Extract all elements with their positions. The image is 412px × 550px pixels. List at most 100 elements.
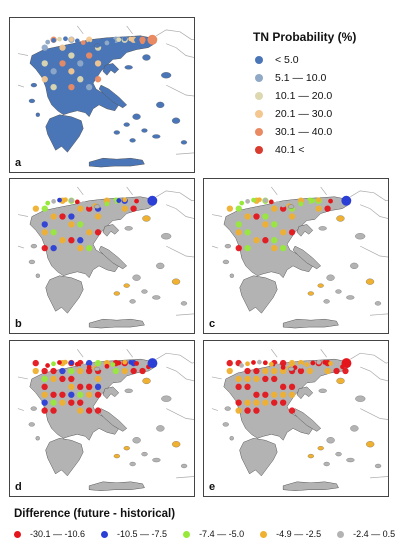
region-patch	[50, 244, 57, 252]
neighbor-border	[176, 476, 194, 479]
region-patch	[110, 38, 116, 44]
greece-map-d	[17, 349, 194, 491]
diff-legend-item: -4.9 — -2.5	[260, 529, 321, 539]
neighbor-border	[320, 349, 327, 358]
neighbor-border	[76, 349, 84, 358]
island	[35, 436, 40, 441]
legend-label: -7.4 — -5.0	[199, 529, 245, 539]
island	[326, 274, 335, 281]
legend-swatch	[183, 530, 191, 538]
island	[180, 463, 188, 469]
legend-swatch	[101, 530, 109, 538]
region-patch	[110, 362, 116, 367]
neighbor-border	[166, 366, 194, 382]
island	[318, 226, 327, 231]
region-patch	[74, 199, 80, 205]
legend-label: -10.5 — -7.5	[117, 529, 168, 539]
legend-label: 5.1 — 10.0	[275, 72, 327, 84]
region-patch	[68, 68, 75, 75]
region-patch	[130, 205, 137, 212]
region-patch	[80, 201, 86, 206]
region-patch	[297, 367, 305, 375]
region-patch	[86, 244, 93, 252]
region-patch	[262, 375, 269, 383]
region-patch	[57, 360, 62, 365]
region-patch	[147, 34, 158, 45]
region-patch	[122, 359, 128, 365]
island	[152, 295, 161, 300]
island	[156, 262, 165, 269]
neighbor-border	[17, 84, 25, 88]
diff-legend-item: -2.4 — 0.5	[337, 529, 395, 539]
neighbor-border	[370, 313, 388, 316]
island	[132, 437, 141, 444]
island	[335, 451, 342, 457]
neighbor-border	[176, 313, 194, 316]
region-patch	[253, 399, 260, 406]
region-patch	[32, 359, 39, 367]
region-patch	[342, 367, 349, 375]
neighbor-border	[77, 186, 84, 196]
island	[129, 299, 136, 304]
island	[28, 259, 36, 265]
island	[323, 299, 330, 304]
region-patch	[134, 361, 139, 366]
region-patch	[298, 363, 304, 369]
legend-label: 40.1 <	[275, 144, 305, 156]
region-patch	[262, 221, 269, 228]
map-group	[211, 186, 388, 329]
region-patch	[68, 399, 75, 406]
region-patch	[257, 359, 262, 365]
region-patch	[104, 40, 110, 46]
greece-map-b	[17, 186, 194, 329]
island	[30, 406, 37, 411]
land-region	[102, 224, 120, 237]
region-patch	[235, 399, 242, 406]
land-region	[29, 35, 157, 118]
region-patch	[147, 358, 158, 369]
region-patch	[116, 37, 122, 42]
region-patch	[324, 205, 331, 212]
region-patch	[94, 359, 102, 367]
map-group	[17, 186, 194, 329]
map-group	[211, 349, 388, 491]
region-patch	[279, 383, 287, 391]
region-patch	[328, 198, 333, 204]
region-patch	[41, 391, 48, 398]
region-patch	[140, 200, 145, 206]
region-patch	[271, 391, 278, 398]
island	[180, 301, 188, 306]
neighbor-border	[17, 376, 28, 380]
land-region	[239, 438, 278, 477]
island	[161, 395, 172, 402]
island	[350, 425, 359, 432]
region-patch	[77, 237, 84, 244]
island	[346, 295, 355, 300]
region-patch	[86, 52, 93, 59]
map-group	[17, 349, 194, 491]
region-patch	[94, 391, 102, 398]
region-patch	[316, 197, 322, 203]
island	[307, 453, 314, 459]
region-patch	[122, 197, 128, 203]
neighbor-border	[17, 408, 24, 411]
island	[141, 128, 148, 133]
neighbor-border	[18, 214, 29, 217]
island	[129, 138, 136, 143]
island	[171, 278, 181, 285]
land-region	[282, 481, 339, 491]
region-patch	[41, 76, 48, 83]
region-patch	[298, 201, 304, 207]
neighbor-border	[360, 408, 388, 420]
island	[355, 395, 366, 402]
region-patch	[94, 407, 102, 414]
map-panel-e: e	[203, 340, 389, 497]
region-patch	[268, 199, 274, 205]
map-panel-b: b	[9, 178, 195, 334]
region-patch	[51, 361, 56, 367]
region-patch	[41, 244, 48, 252]
region-patch	[239, 200, 245, 206]
legend-swatch	[255, 74, 263, 82]
region-patch	[235, 221, 242, 228]
island	[350, 262, 359, 269]
